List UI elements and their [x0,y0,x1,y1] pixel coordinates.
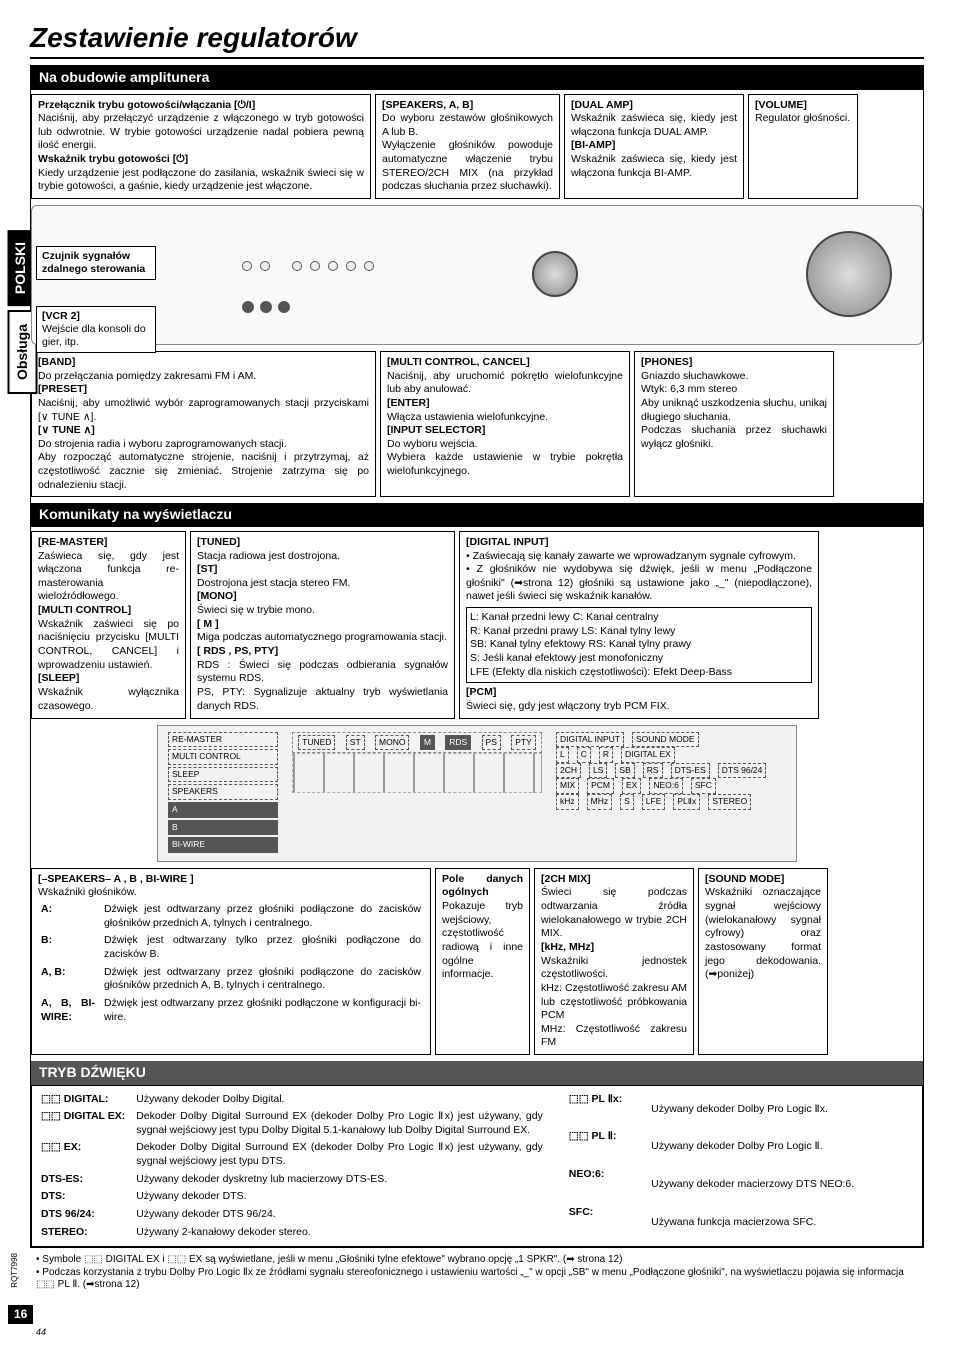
display-chip: SFC [691,778,716,794]
desc-cell: Pole danych ogólnychPokazuje tryb wejści… [435,868,530,1055]
desc-cell: [DIGITAL INPUT]• Zaświecają się kanały z… [459,531,819,719]
display-chip: PTY [511,735,536,751]
mid-description-row: [BAND]Do przełączania pomiędzy zakresami… [31,351,923,497]
knob-volume [806,231,892,317]
page-title: Zestawienie regulatorów [30,20,924,59]
display-chip: SOUND MODE [632,732,699,748]
desc-cell: [PHONES]Gniazdo słuchawkowe.Wtyk: 6,3 mm… [634,351,834,497]
display-chip: RE-MASTER [168,732,278,748]
display-chip: TUNED [298,735,335,751]
display-chip: SPEAKERS [168,784,278,800]
display-chip: A [168,802,278,818]
page-small: 44 [36,1327,46,1338]
section1-header: Na obudowie amplitunera [31,66,923,90]
desc-cell: [2CH MIX]Świeci się podczas odtwarzania … [534,868,694,1055]
display-chip: EX [622,778,641,794]
desc-cell: [TUNED]Stacja radiowa jest dostrojona.[S… [190,531,455,719]
display-chip: S [620,794,634,810]
display-chip: C [577,747,591,763]
desc-cell: [DUAL AMP]Wskaźnik zaświeca się, kiedy j… [564,94,744,199]
side-tab-polski: POLSKI [8,230,34,306]
desc-cell: [–SPEAKERS– A , B , BI-WIRE ]Wskaźniki g… [31,868,431,1055]
display-chip: NEO:6 [649,778,683,794]
display-chip: MULTI CONTROL [168,749,278,765]
desc-cell: [SPEAKERS, A, B]Do wyboru zestawów głośn… [375,94,560,199]
label-remote-sensor: Czujnik sygnałów zdalnego sterowania [36,246,156,280]
display-chip: M [420,735,435,751]
display-chip: DIGITAL EX [621,747,675,763]
device-illustration: Czujnik sygnałów zdalnego sterowania [VC… [31,205,923,345]
label-vcr2: [VCR 2] Wejście dla konsoli do gier, itp… [36,306,156,353]
display-chip: DTS 96/24 [718,763,767,779]
desc-cell: [MULTI CONTROL, CANCEL]Naciśnij, aby uru… [380,351,630,497]
section2-header: Komunikaty na wyświetlaczu [31,503,923,527]
tryb-body: ⬚⬚ DIGITAL:Używany dekoder Dolby Digital… [31,1085,923,1248]
page-number: 16 [8,1305,33,1324]
display-messages-row: [RE-MASTER]Zaświeca się, gdy jest włączo… [31,531,923,719]
display-chip: PLⅡx [673,794,700,810]
display-chip: L [556,747,569,763]
display-chip: kHz [556,794,579,810]
segment-display [292,753,542,793]
display-chip: R [599,747,613,763]
display-chip: MHz [587,794,612,810]
display-chip: LS [589,763,607,779]
knob-input-selector [532,251,578,297]
display-chip: B [168,820,278,836]
tryb-header: TRYB DŹWIĘKU [31,1061,923,1085]
display-chip: ST [346,735,365,751]
footnote-line: • Podczas korzystania z trybu Dolby Pro … [36,1267,924,1292]
desc-cell: [VOLUME]Regulator głośności. [748,94,858,199]
display-chip: SB [615,763,634,779]
top-description-row: Przełącznik trybu gotowości/włączania [⏻… [31,94,923,199]
display-chip: LFE [642,794,666,810]
display-chip: PCM [587,778,614,794]
display-chip: RDS [445,735,471,751]
footnotes: • Symbole ⬚⬚ DIGITAL EX i ⬚⬚ EX są wyświ… [30,1254,924,1292]
rqt-code: RQT7998 [10,1253,20,1288]
desc-cell: [BAND]Do przełączania pomiędzy zakresami… [31,351,376,497]
display-chip: STEREO [708,794,751,810]
display-chip: BI-WIRE [168,837,278,853]
display-chip: MONO [375,735,409,751]
display-chip: PS [482,735,501,751]
display-chip: DTS-ES [671,763,710,779]
display-chip: SLEEP [168,767,278,783]
display-chip: RS [643,763,663,779]
display-mock: RE-MASTERMULTI CONTROL SLEEPSPEAKERS ABBI-… [157,725,797,862]
footnote-line: • Symbole ⬚⬚ DIGITAL EX i ⬚⬚ EX są wyświ… [36,1254,924,1267]
desc-cell: [RE-MASTER]Zaświeca się, gdy jest włączo… [31,531,186,719]
bottom-description-row: [–SPEAKERS– A , B , BI-WIRE ]Wskaźniki g… [31,868,923,1055]
display-chip: DIGITAL INPUT [556,732,624,748]
desc-cell: Przełącznik trybu gotowości/włączania [⏻… [31,94,371,199]
display-chip: 2CH [556,763,581,779]
display-chip: MIX [556,778,579,794]
desc-cell: [SOUND MODE]Wskaźniki oznaczające sygnał… [698,868,828,1055]
